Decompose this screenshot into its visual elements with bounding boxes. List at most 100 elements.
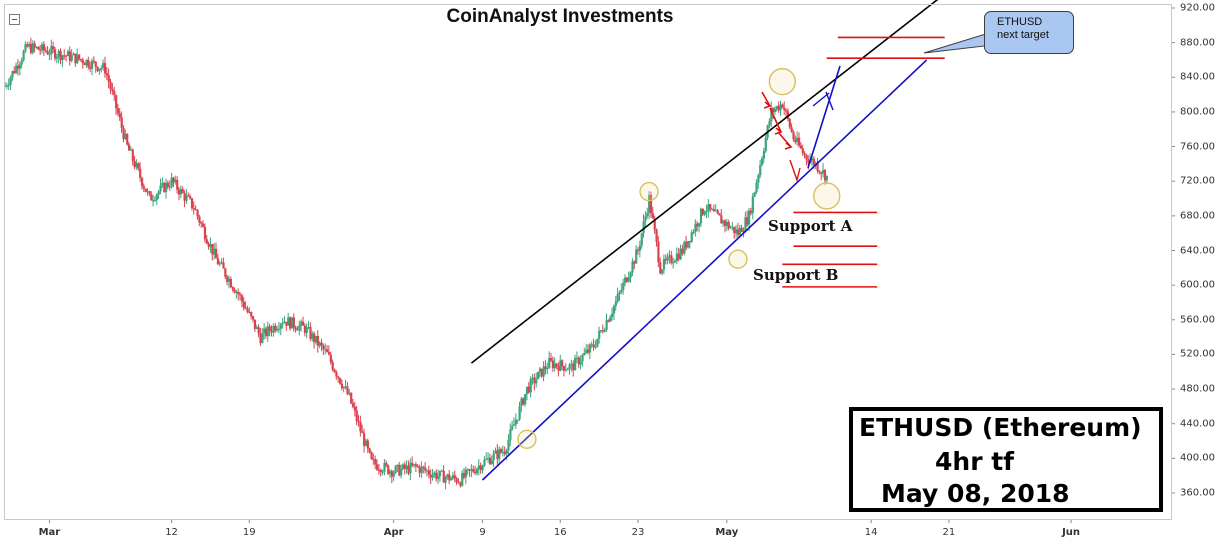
candle-body [668,255,671,257]
candle-body [218,263,221,265]
candle-body [364,440,368,446]
candle-body [318,342,321,346]
candle-body [768,121,771,126]
candle-body [746,217,749,225]
candle-body [566,369,569,371]
collapse-icon[interactable] [9,14,20,25]
candle-body [512,424,516,426]
candle-body [35,46,38,48]
candle-body [820,172,823,174]
candle-body [518,406,521,420]
candle-body [783,107,786,111]
candle-body [785,110,788,112]
candle-body [557,366,560,371]
candle-body [359,421,362,432]
candle-body [28,44,31,47]
candle-body [142,186,146,189]
candle-body [538,368,542,372]
candle-body [116,108,120,114]
candle-body [459,482,462,486]
candle-body [679,248,682,260]
candle-body [272,325,275,333]
candle-body [742,230,745,233]
candle-body [377,469,381,471]
candle-body [514,419,518,425]
candle-body [307,327,310,329]
candle-body [50,46,53,55]
candle-body [594,346,597,348]
info-line-timeframe: 4hr tf [935,447,1015,476]
candle-body [777,106,780,111]
chart-title: CoinAnalyst Investments [446,6,674,27]
candle-body [131,149,134,161]
candle-body [368,448,371,453]
candle-body [786,111,790,119]
candle-body [301,321,305,326]
candle-body [640,233,643,246]
candle-body [394,466,397,474]
candle-body [235,291,238,293]
candle-body [790,127,793,132]
candle-body [698,223,701,227]
candle-body [529,378,532,393]
candle-body [492,453,495,461]
callout-line1: ETHUSD [997,16,1043,28]
candle-body [812,158,815,166]
candle-body [207,243,210,247]
candle-body [390,471,394,477]
candle-body [11,71,14,78]
candle-body [198,216,201,223]
candle-body [425,470,429,472]
candle-body [444,477,447,483]
candle-body [379,470,382,473]
candle-body [153,199,157,201]
candle-body [405,465,408,470]
candle-body [200,222,203,224]
down-arrow-head [763,101,772,109]
candle-body [370,452,373,460]
candle-body [46,51,49,55]
candle-body [144,188,147,192]
candle-body [227,278,231,282]
candle-body [52,46,55,50]
candle-body [16,65,20,69]
candle-body [257,327,260,334]
candle-body [520,398,523,407]
candle-body [559,360,562,371]
info-box: ETHUSD (Ethereum) 4hr tf May 08, 2018 [849,407,1163,512]
candle-body [801,148,804,154]
candle-body [475,468,479,474]
candle-body [148,191,151,194]
candle-body [651,213,654,219]
candle-body [187,195,190,197]
candle-body [205,239,208,244]
candle-body [300,321,303,326]
candle-body [351,403,355,407]
y-tick-label: 760.00 [1180,141,1215,153]
candle-body [509,429,512,440]
x-tick-label: Mar [38,527,61,538]
info-line-symbol: ETHUSD (Ethereum) [859,413,1142,442]
candle-body [335,371,338,377]
y-tick-label: 400.00 [1180,452,1215,464]
candle-body [161,183,164,186]
candle-body [477,465,481,469]
candle-body [103,62,107,74]
candle-body [209,244,212,247]
candle-body [592,344,595,348]
candle-body [240,295,244,302]
candle-body [298,325,301,331]
candle-body [163,183,166,193]
candle-body [309,327,312,339]
candle-body [400,468,403,476]
candle-body [100,67,103,69]
candle-body [55,56,59,59]
candle-body [124,134,127,140]
down-arrow [769,107,782,133]
candle-body [177,189,181,195]
candle-body [383,462,386,472]
candle-body [4,85,7,87]
candle-body [392,473,395,477]
candle-body [313,333,316,343]
